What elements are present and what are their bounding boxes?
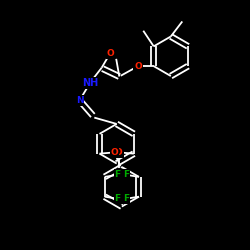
Text: NH: NH xyxy=(82,78,98,88)
Text: O: O xyxy=(134,62,142,71)
Text: O: O xyxy=(111,148,118,157)
Text: N: N xyxy=(76,96,84,105)
Text: F: F xyxy=(123,170,129,179)
Text: F: F xyxy=(123,194,129,203)
Text: O: O xyxy=(106,49,114,58)
Text: O: O xyxy=(115,148,123,157)
Text: F: F xyxy=(114,170,121,179)
Text: F: F xyxy=(114,194,121,203)
